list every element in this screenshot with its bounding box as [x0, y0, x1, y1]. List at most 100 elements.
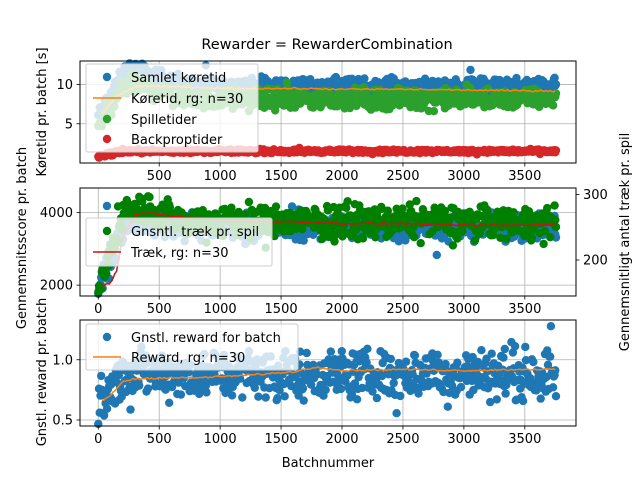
gnsntl-tr-k-pr-spil-point [440, 206, 450, 216]
panel-runtime-ylabel: Køretid pr. batch [s] [35, 47, 50, 176]
spilletider-point [429, 107, 439, 116]
panel-score: 0 500 1000 1500 2000 2500 3000 3500 2000 4000 200… [15, 133, 633, 351]
gnstl-reward-for-batch-point [114, 371, 124, 380]
gnsntl-tr-k-pr-spil-point [298, 225, 307, 234]
gnsntl-tr-k-pr-spil-point [102, 269, 111, 278]
x-tick-label: 2500 [386, 302, 419, 317]
gnstl-reward-for-batch-point [102, 404, 112, 413]
gnsntl-tr-k-pr-spil-point [343, 197, 352, 206]
gnsntl-tr-k-pr-spil-point [509, 208, 518, 217]
gnsntl-score-pr-batch-point [287, 202, 297, 211]
gnsntl-tr-k-pr-spil-point [412, 196, 421, 206]
y-tick-label: 1.0 [52, 353, 73, 368]
gnstl-reward-for-batch-point [536, 394, 545, 403]
y-tick-label: 10 [56, 78, 73, 93]
panel-score-ticks: 0 500 1000 1500 2000 2500 3000 3500 2000 4000 [40, 206, 541, 317]
gnsntl-tr-k-pr-spil-point [458, 226, 467, 236]
panel-score-ticks-right: 200 300 [576, 188, 608, 269]
panel-reward: 0 500 1000 1500 2000 2500 3000 3500 0.5 1.0 Gnstl… [35, 298, 577, 447]
legend-box [85, 323, 299, 371]
legend-label-backproptider: Backproptider [131, 133, 223, 148]
gnsntl-tr-k-pr-spil-point [551, 215, 560, 225]
panel-reward-lines [101, 365, 556, 401]
gnsntl-tr-k-pr-spil-point [539, 239, 548, 249]
backproptider-point [551, 146, 561, 155]
gnstl-reward-for-batch-point [302, 348, 311, 358]
x-tick-label: 3500 [508, 432, 541, 447]
samlet-k-retid-point [551, 80, 561, 89]
y-right-tick-label: 300 [583, 188, 608, 203]
gnstl-reward-for-batch-point [401, 357, 411, 366]
gnstl-reward-for-batch-point [433, 350, 442, 359]
gnstl-reward-for-batch-point [532, 386, 541, 395]
legend-box [85, 217, 273, 267]
legend-marker-reward-batch [102, 332, 112, 342]
gnstl-reward-for-batch-point [358, 383, 367, 393]
legend-marker-spilletider [102, 114, 112, 124]
gnsntl-score-pr-batch-point [432, 250, 441, 260]
gnsntl-tr-k-pr-spil-point [483, 210, 493, 220]
samlet-k-retid-point [512, 73, 521, 83]
x-tick-label: 2000 [325, 302, 358, 317]
gnsntl-tr-k-pr-spil-point [227, 203, 236, 212]
legend-label-reward-rg: Reward, rg: n=30 [131, 351, 245, 366]
gnsntl-score-pr-batch-point [299, 236, 308, 245]
gnsntl-tr-k-pr-spil-point [317, 234, 327, 244]
gnstl-reward-for-batch-point [273, 394, 282, 403]
panel-runtime-legend: Samlet køretid Køretid, rg: n=30 Spillet… [85, 63, 259, 153]
gnsntl-tr-k-pr-spil-point [502, 234, 511, 243]
gnstl-reward-for-batch-point [546, 352, 555, 361]
gnstl-reward-for-batch-point [176, 390, 186, 399]
gnstl-reward-for-batch-point [499, 353, 508, 362]
samlet-k-retid-point [331, 72, 341, 82]
gnstl-reward-for-batch-point [280, 392, 289, 401]
gnstl-reward-for-batch-point [443, 402, 452, 411]
gnstl-reward-for-batch-point [486, 397, 495, 407]
x-tick-label: 1000 [204, 302, 237, 317]
x-tick-label: 2000 [325, 432, 358, 447]
gnsntl-tr-k-pr-spil-point [383, 206, 392, 215]
panel-score-ylabel: Gennemsnitsscore pr. batch [15, 147, 30, 329]
y-tick-label: 2000 [40, 279, 73, 294]
gnstl-reward-for-batch-point [261, 393, 270, 402]
gnstl-reward-for-batch-point [386, 354, 395, 364]
gnstl-reward-for-batch-point [97, 371, 106, 381]
gnsntl-tr-k-pr-spil-point [540, 227, 550, 236]
gnstl-reward-for-batch-point [441, 359, 450, 369]
x-tick-label: 1000 [204, 169, 237, 184]
x-tick-label: 2000 [325, 169, 358, 184]
gnstl-reward-for-batch-point [126, 405, 135, 414]
x-axis-label: Batchnummer [282, 456, 375, 471]
panel-runtime-frame [79, 60, 577, 164]
legend-label-samlet-koeretid: Samlet køretid [131, 71, 226, 86]
y-tick-label: 0.5 [52, 413, 73, 428]
gnstl-reward-for-batch-point [500, 344, 509, 354]
gnstl-reward-for-batch-point [551, 366, 560, 375]
x-tick-label: 2500 [386, 169, 419, 184]
gnsntl-tr-k-pr-spil-point [550, 201, 559, 210]
gnsntl-tr-k-pr-spil-point [398, 204, 407, 213]
legend-marker-backproptider [102, 134, 112, 144]
gnstl-reward-for-batch-point [482, 354, 491, 363]
x-tick-label: 2500 [386, 432, 419, 447]
gnstl-reward-for-batch-point [298, 384, 308, 393]
gnstl-reward-for-batch-point [377, 371, 387, 381]
x-tick-label: 1000 [204, 432, 237, 447]
gnstl-reward-for-batch-point [501, 389, 510, 398]
spilletider-point [488, 101, 497, 110]
gnsntl-tr-k-pr-spil-point [551, 222, 561, 232]
gnstl-reward-for-batch-point [337, 347, 346, 356]
samlet-k-retid-point [550, 73, 559, 83]
gnstl-reward-for-batch-point [321, 385, 330, 395]
samlet-k-retid-point [466, 65, 475, 75]
gnstl-reward-for-batch-point [275, 386, 284, 395]
gnsntl-tr-k-pr-spil-point [416, 239, 425, 248]
gnstl-reward-for-batch-point [336, 384, 346, 394]
chart-title: Rewarder = RewarderCombination [201, 37, 452, 53]
gnsntl-tr-k-pr-spil-point [410, 233, 419, 242]
gnstl-reward-for-batch-point [389, 378, 398, 388]
gnstl-reward-for-batch-point [508, 348, 518, 357]
gnsntl-tr-k-pr-spil-point [342, 203, 351, 212]
panel-runtime: 500 1000 1500 2000 2500 3000 3500 5 10 Køretid p… [35, 47, 577, 184]
legend-label-reward-batch: Gnstl. reward for batch [131, 331, 281, 346]
